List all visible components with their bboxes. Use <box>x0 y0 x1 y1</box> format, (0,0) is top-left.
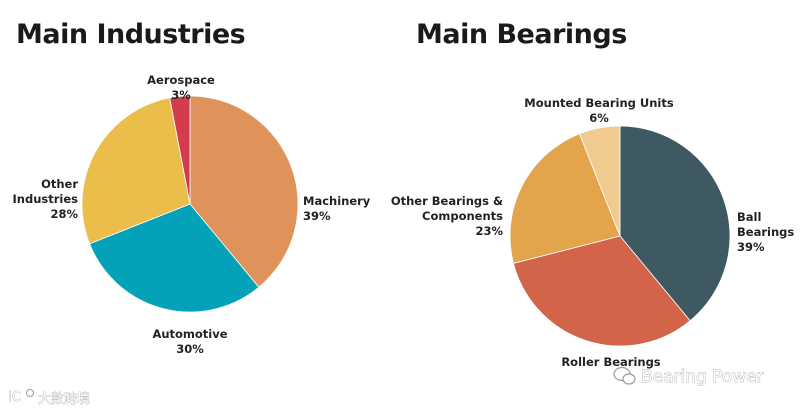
label-other-line1: Other <box>41 177 78 191</box>
industries-slice-other-industries <box>81 97 191 245</box>
industries-label-automotive: Automotive 30% <box>152 327 227 356</box>
watermark-left-text: 大數跨境 <box>38 392 90 407</box>
bearings-chart: Main Bearings Ball Bearings 39% Roller B… <box>391 19 795 369</box>
industries-slice-machinery <box>189 95 299 288</box>
label-otherb-line1: Other Bearings & <box>391 194 503 208</box>
label-ball-pct: 39% <box>737 240 765 254</box>
label-ball-line2: Bearings <box>737 225 794 239</box>
wechat-icon <box>613 366 636 385</box>
bearings-pie <box>509 125 731 347</box>
label-machinery-pct: 39% <box>303 209 331 223</box>
bearings-label-other: Other Bearings & Components 23% <box>391 194 504 238</box>
label-otherb-pct: 23% <box>475 224 503 238</box>
industries-label-machinery: Machinery 39% <box>303 194 371 223</box>
label-other-line2: Industries <box>13 192 79 206</box>
label-mounted-pct: 6% <box>589 111 609 125</box>
label-otherb-line2: Components <box>422 209 503 223</box>
industries-chart: Main Industries Machinery 39% Automotive… <box>13 19 371 356</box>
label-machinery-name: Machinery <box>303 194 371 208</box>
label-aerospace-pct: 3% <box>171 88 191 102</box>
watermark-right-text: Bearing Power <box>641 367 764 387</box>
bearings-slice-ball-bearings <box>619 125 731 322</box>
bearings-label-mounted: Mounted Bearing Units 6% <box>524 96 674 125</box>
bearings-slice-mounted-bearing-units <box>578 125 621 237</box>
bearings-chart-title: Main Bearings <box>416 19 627 50</box>
watermark-left: IC 大數跨境 <box>8 389 90 407</box>
industries-slice-aerospace <box>169 95 191 205</box>
label-automotive-name: Automotive <box>152 327 227 341</box>
label-roller-name: Roller Bearings <box>561 355 660 369</box>
label-other-pct: 28% <box>50 207 78 221</box>
industries-label-other: Other Industries 28% <box>13 177 79 221</box>
svg-text:IC: IC <box>8 390 21 405</box>
bearings-label-ball: Ball Bearings 39% <box>737 210 794 254</box>
label-mounted-name: Mounted Bearing Units <box>524 96 674 110</box>
watermark-right: Bearing Power <box>613 366 764 387</box>
bearings-slice-roller-bearings <box>512 235 691 347</box>
label-ball-line1: Ball <box>737 210 761 224</box>
industries-label-aerospace: Aerospace 3% <box>147 73 215 102</box>
industries-chart-title: Main Industries <box>16 19 245 50</box>
bearings-label-roller: Roller Bearings <box>561 355 660 369</box>
brand-logo-icon: IC <box>8 389 34 405</box>
industries-pie <box>81 95 299 313</box>
label-aerospace-name: Aerospace <box>147 73 215 87</box>
industries-slice-automotive <box>89 203 260 313</box>
bearings-slice-other-bearings-and-components <box>509 133 621 264</box>
label-automotive-pct: 30% <box>176 342 204 356</box>
